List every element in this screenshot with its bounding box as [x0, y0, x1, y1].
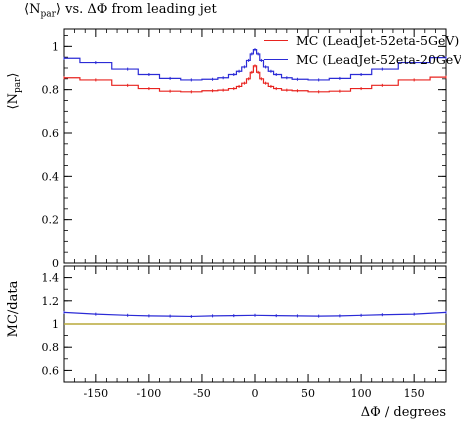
y-tick-label: 1	[52, 40, 59, 53]
legend-entry: MC (LeadJet-52eta-5GeV)	[264, 31, 461, 50]
y-tick-label: 0.6	[42, 364, 60, 377]
legend-label: MC (LeadJet-52eta-20GeV)	[296, 52, 461, 67]
y-axis-label: ⟨Npar⟩	[6, 73, 23, 110]
y-tick-label: 1	[52, 318, 59, 331]
x-tick-label: 0	[252, 387, 259, 400]
series-line	[64, 65, 446, 93]
x-tick-label: 100	[351, 387, 372, 400]
ratio-y-axis-label: MC/data	[6, 280, 21, 337]
main-plot: 0 0.2 0.4 0.6 0.8 1 ⟨Npar⟩	[6, 28, 447, 270]
x-tick-label: -100	[137, 387, 162, 400]
x-tick-label: -50	[193, 387, 211, 400]
x-tick-label: -150	[83, 387, 108, 400]
x-tick-label: 150	[404, 387, 425, 400]
ratio-plot: 0.6 0.8 1 1.2 1.4 -150 -100 -50 0 50 100 150 MC/data…	[6, 265, 447, 420]
legend-swatch	[264, 40, 288, 41]
y-tick-label: 0.6	[42, 127, 60, 140]
legend: MC (LeadJet-52eta-5GeV) MC (LeadJet-52et…	[264, 31, 461, 69]
y-tick-label: 0.4	[42, 170, 60, 183]
y-tick-label: 1.2	[42, 295, 60, 308]
y-tick-label: 0.2	[42, 214, 60, 227]
y-tick-label: 1.4	[42, 272, 60, 285]
legend-entry: MC (LeadJet-52eta-20GeV)	[264, 50, 461, 69]
x-tick-label: 50	[301, 387, 315, 400]
legend-label: MC (LeadJet-52eta-5GeV)	[296, 33, 460, 48]
chart-title: ⟨Npar⟩ vs. ΔΦ from leading jet	[24, 2, 217, 20]
legend-swatch	[264, 59, 288, 60]
y-tick-label: 0	[52, 257, 59, 270]
y-tick-label: 0.8	[42, 341, 60, 354]
y-tick-label: 0.8	[42, 84, 60, 97]
x-axis-label: ΔΦ / degrees	[361, 405, 446, 420]
